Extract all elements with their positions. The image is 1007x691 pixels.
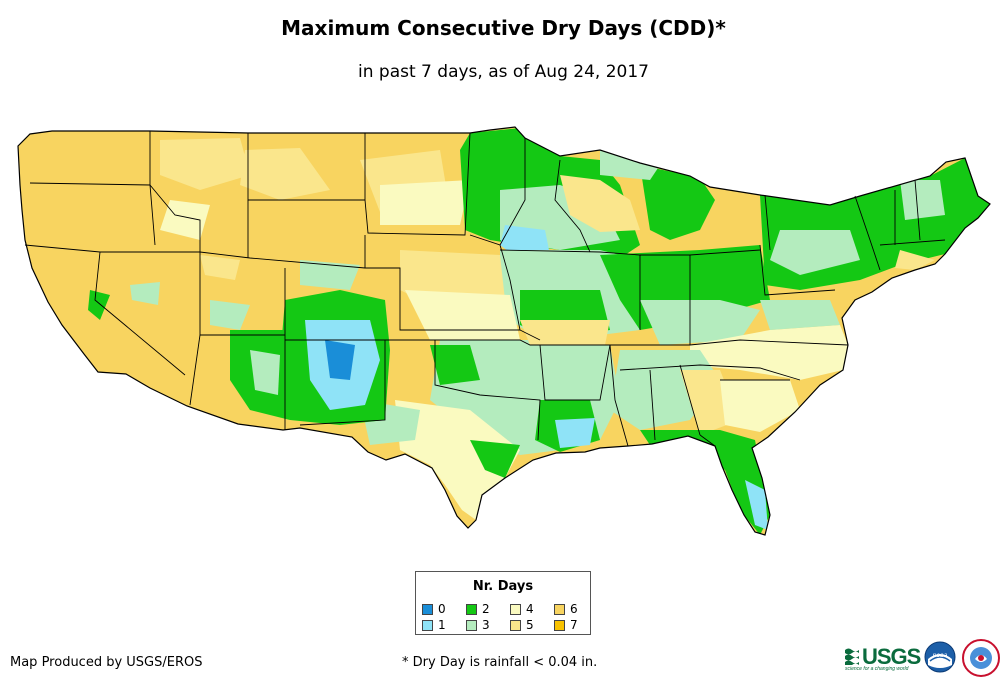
- legend: Nr. Days 0 1 2 3 4 5 6 7: [415, 571, 591, 635]
- map-credit: Map Produced by USGS/EROS: [10, 655, 203, 670]
- noaa-logo-icon: noaa: [924, 641, 956, 673]
- usgs-waves-icon: [845, 648, 859, 665]
- legend-title: Nr. Days: [472, 579, 534, 594]
- noaa-logo-text: noaa: [933, 652, 948, 659]
- legend-label: 1: [438, 618, 446, 632]
- legend-item: 5: [510, 619, 534, 631]
- legend-label: 5: [526, 618, 534, 632]
- state-borders: [17, 126, 991, 536]
- legend-swatch: [466, 604, 477, 615]
- legend-swatch: [422, 604, 433, 615]
- legend-label: 4: [526, 602, 534, 616]
- usgs-logo: USGS science for a changing world: [845, 644, 921, 672]
- legend-item: 2: [466, 603, 490, 615]
- map-title: Maximum Consecutive Dry Days (CDD)*: [281, 16, 726, 40]
- usgs-wordmark: USGS: [862, 644, 921, 669]
- legend-swatch: [554, 604, 565, 615]
- map-subtitle: in past 7 days, as of Aug 24, 2017: [358, 62, 649, 82]
- legend-swatch: [510, 620, 521, 631]
- legend-label: 3: [482, 618, 490, 632]
- legend-label: 0: [438, 602, 446, 616]
- legend-item: 0: [422, 603, 446, 615]
- legend-swatch: [510, 604, 521, 615]
- legend-swatch: [554, 620, 565, 631]
- nws-logo-icon: [962, 639, 1000, 677]
- legend-label: 7: [570, 618, 578, 632]
- cdd-map: [17, 126, 991, 536]
- legend-swatch: [422, 620, 433, 631]
- legend-label: 2: [482, 602, 490, 616]
- legend-item: 3: [466, 619, 490, 631]
- legend-label: 6: [570, 602, 578, 616]
- footnote: * Dry Day is rainfall < 0.04 in.: [402, 655, 598, 670]
- legend-item: 7: [554, 619, 578, 631]
- legend-item: 4: [510, 603, 534, 615]
- usgs-tagline: science for a changing world: [845, 666, 909, 672]
- legend-swatch: [466, 620, 477, 631]
- legend-item: 6: [554, 603, 578, 615]
- legend-item: 1: [422, 619, 446, 631]
